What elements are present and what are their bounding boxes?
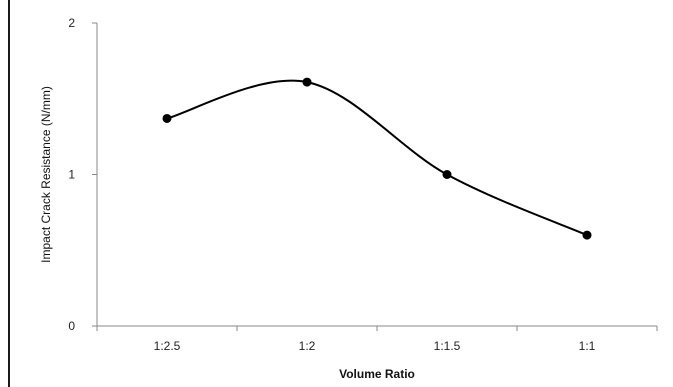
data-point [302,77,312,87]
x-tick-label: 1:2.5 [154,339,181,353]
axes [92,22,658,331]
x-tick-label: 1:1.5 [434,339,461,353]
x-axis-title: Volume Ratio [339,367,415,381]
x-tick-label: 1:1 [579,339,596,353]
y-tick-label: 0 [68,319,75,333]
data-point [582,230,592,240]
tick-labels: 0 1 2 1:2.5 1:2 1:1.5 1:1 [68,16,595,353]
y-axis-title: Impact Crack Resistance (N/mm) [39,86,53,263]
x-tick-label: 1:2 [299,339,316,353]
data-point [162,113,172,123]
y-tick-label: 2 [68,16,75,30]
left-border-line [8,0,10,387]
data-markers [162,77,592,240]
data-point [442,170,452,179]
series-line [166,79,588,237]
y-tick-label: 1 [68,168,75,182]
